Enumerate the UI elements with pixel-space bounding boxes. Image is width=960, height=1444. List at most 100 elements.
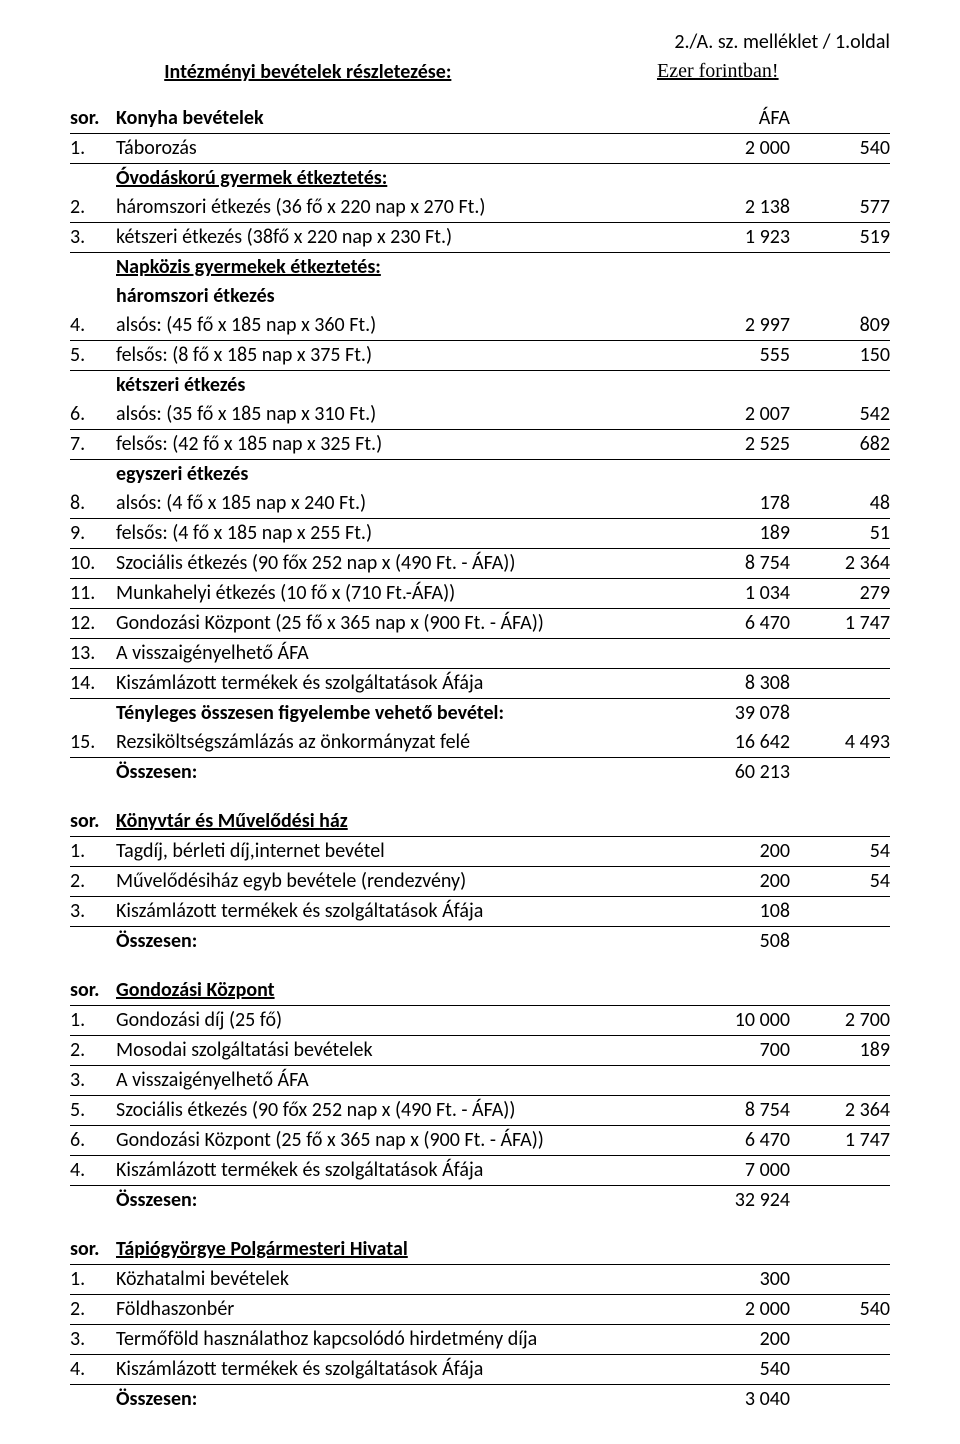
subheading-row: egyszeri étkezés (70, 460, 890, 489)
row-desc: Kiszámlázott termékek és szolgáltatások … (116, 897, 680, 926)
row-num: 9. (70, 519, 116, 548)
row-v2: 4 493 (790, 728, 890, 757)
sor-label: sor. (70, 807, 116, 836)
subheading-row: kétszeri étkezés (70, 371, 890, 400)
page-header: 2./A. sz. melléklet / 1.oldal (70, 30, 890, 54)
row-v1: 540 (680, 1355, 790, 1384)
row-desc: Rezsiköltségszámlázás az önkormányzat fe… (116, 728, 680, 757)
row-desc: felsős: (42 fő x 185 nap x 325 Ft.) (116, 430, 680, 459)
row-desc: Gondozási Központ (25 fő x 365 nap x (90… (116, 609, 680, 638)
table-row: 2. háromszori étkezés (36 fő x 220 nap x… (70, 193, 890, 223)
table-row: 7. felsős: (42 fő x 185 nap x 325 Ft.) 2… (70, 430, 890, 460)
subheading: kétszeri étkezés (116, 371, 680, 400)
document-title: Intézményi bevételek részletezése: (70, 60, 546, 84)
table-row: 10. Szociális étkezés (90 főx 252 nap x … (70, 549, 890, 579)
row-num: 5. (70, 1096, 116, 1125)
table-row: 14. Kiszámlázott termékek és szolgáltatá… (70, 669, 890, 699)
total-row: Összesen: 508 (70, 927, 890, 956)
total-value: 60 213 (680, 758, 790, 787)
row-v2: 577 (790, 193, 890, 222)
subtotal-value: 39 078 (680, 699, 790, 728)
table-row: 4. alsós: (45 fő x 185 nap x 360 Ft.) 2 … (70, 311, 890, 341)
sor-label: sor. (70, 104, 116, 133)
row-desc: Táborozás (116, 134, 680, 163)
section-konyvtar: sor. Könyvtár és Művelődési ház 1. Tagdí… (70, 807, 890, 956)
row-v1: 1 923 (680, 223, 790, 252)
row-v1: 8 754 (680, 549, 790, 578)
sor-label: sor. (70, 1235, 116, 1264)
table-row: 11. Munkahelyi étkezés (10 fő x (710 Ft.… (70, 579, 890, 609)
row-v1: 200 (680, 867, 790, 896)
page: 2./A. sz. melléklet / 1.oldal Intézményi… (0, 0, 960, 1444)
row-v2: 542 (790, 400, 890, 429)
row-num: 2. (70, 1295, 116, 1324)
row-v1: 8 308 (680, 669, 790, 698)
total-value: 3 040 (680, 1385, 790, 1414)
row-desc: Kiszámlázott termékek és szolgáltatások … (116, 669, 680, 698)
table-row: 2. Földhaszonbér 2 000 540 (70, 1295, 890, 1325)
row-v2: 150 (790, 341, 890, 370)
table-row: 4. Kiszámlázott termékek és szolgáltatás… (70, 1355, 890, 1385)
row-v1: 2 000 (680, 134, 790, 163)
subheading: Napközis gyermekek étkeztetés: (116, 253, 680, 282)
section-heading: Konyha bevételek (116, 104, 680, 133)
row-v2: 54 (790, 867, 890, 896)
total-row: Összesen: 3 040 (70, 1385, 890, 1414)
row-desc: háromszori étkezés (36 fő x 220 nap x 27… (116, 193, 680, 222)
row-desc: Földhaszonbér (116, 1295, 680, 1324)
row-num: 1. (70, 837, 116, 866)
row-v1: 1 034 (680, 579, 790, 608)
row-v1: 10 000 (680, 1006, 790, 1035)
section-heading: Tápiógyörgye Polgármesteri Hivatal (116, 1235, 680, 1264)
row-num: 12. (70, 609, 116, 638)
subheading: egyszeri étkezés (116, 460, 680, 489)
row-v2: 2 700 (790, 1006, 890, 1035)
row-v2: 1 747 (790, 609, 890, 638)
row-desc: A visszaigényelhető ÁFA (116, 639, 680, 668)
table-row: 6. Gondozási Központ (25 fő x 365 nap x … (70, 1126, 890, 1156)
row-v2: 682 (790, 430, 890, 459)
row-v2: 809 (790, 311, 890, 340)
total-row: Összesen: 32 924 (70, 1186, 890, 1215)
table-row: 2. Művelődésiház egyb bevétele (rendezvé… (70, 867, 890, 897)
table-row: 8. alsós: (4 fő x 185 nap x 240 Ft.) 178… (70, 489, 890, 519)
total-row: Összesen: 60 213 (70, 758, 890, 787)
row-desc: kétszeri étkezés (38fő x 220 nap x 230 F… (116, 223, 680, 252)
row-v1: 16 642 (680, 728, 790, 757)
row-desc: Tagdíj, bérleti díj,internet bevétel (116, 837, 680, 866)
row-num: 3. (70, 1066, 116, 1095)
section-heading-row: sor. Konyha bevételek ÁFA (70, 104, 890, 134)
section-heading-row: sor. Könyvtár és Művelődési ház (70, 807, 890, 837)
row-v1: 7 000 (680, 1156, 790, 1185)
row-v2: 189 (790, 1036, 890, 1065)
row-desc: felsős: (4 fő x 185 nap x 255 Ft.) (116, 519, 680, 548)
table-row: 1. Táborozás 2 000 540 (70, 134, 890, 164)
row-v1: 6 470 (680, 1126, 790, 1155)
table-row: 3. Kiszámlázott termékek és szolgáltatás… (70, 897, 890, 927)
row-v1: 200 (680, 1325, 790, 1354)
row-v1: 700 (680, 1036, 790, 1065)
subheading-row: háromszori étkezés (70, 282, 890, 311)
table-row: 3. Termőföld használathoz kapcsolódó hir… (70, 1325, 890, 1355)
row-v2: 1 747 (790, 1126, 890, 1155)
row-desc: alsós: (45 fő x 185 nap x 360 Ft.) (116, 311, 680, 340)
row-v1: 2 997 (680, 311, 790, 340)
row-num: 4. (70, 311, 116, 340)
row-v1: 2 000 (680, 1295, 790, 1324)
table-row: 15. Rezsiköltségszámlázás az önkormányza… (70, 728, 890, 758)
row-v1: 8 754 (680, 1096, 790, 1125)
row-desc: Gondozási Központ (25 fő x 365 nap x (90… (116, 1126, 680, 1155)
total-label: Összesen: (116, 927, 680, 956)
row-desc: Művelődésiház egyb bevétele (rendezvény) (116, 867, 680, 896)
total-label: Összesen: (116, 758, 680, 787)
row-desc: A visszaigényelhető ÁFA (116, 1066, 680, 1095)
row-num: 4. (70, 1156, 116, 1185)
table-row: 3. kétszeri étkezés (38fő x 220 nap x 23… (70, 223, 890, 253)
row-v1: 2 007 (680, 400, 790, 429)
row-num: 3. (70, 1325, 116, 1354)
table-row: 6. alsós: (35 fő x 185 nap x 310 Ft.) 2 … (70, 400, 890, 430)
row-num: 2. (70, 1036, 116, 1065)
row-desc: Kiszámlázott termékek és szolgáltatások … (116, 1355, 680, 1384)
subtotal-row: Tényleges összesen figyelembe vehető bev… (70, 699, 890, 728)
title-row: Intézményi bevételek részletezése: Ezer … (70, 60, 890, 84)
